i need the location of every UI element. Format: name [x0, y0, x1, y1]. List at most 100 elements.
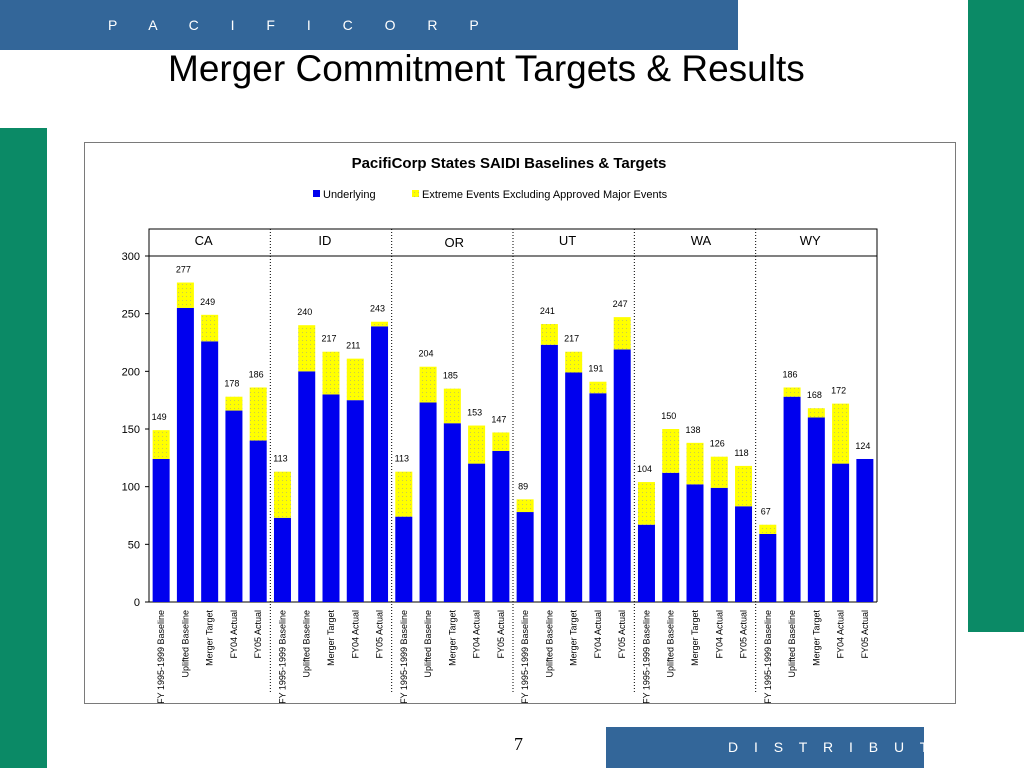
x-tick-label: Uplifted Baseline	[787, 610, 797, 678]
x-tick-label: FY 1995-1999 Baseline	[277, 610, 287, 703]
x-tick-label: FY04 Actual	[229, 610, 239, 659]
data-label: 241	[540, 306, 555, 316]
y-tick-label: 100	[122, 482, 140, 494]
y-tick-label: 0	[134, 597, 140, 609]
bar-underlying	[710, 487, 728, 602]
bar-extreme-events	[832, 403, 850, 464]
x-tick-label: Merger Target	[811, 610, 821, 666]
region-label-or: OR	[445, 235, 465, 250]
x-tick-label: FY05 Actual	[253, 610, 263, 659]
bar-underlying	[516, 512, 534, 602]
region-label-ca: CA	[195, 233, 213, 248]
x-tick-label: FY04 Actual	[836, 610, 846, 659]
bar-extreme-events	[273, 471, 291, 518]
bar-underlying	[249, 440, 267, 602]
x-tick-label: FY 1995-1999 Baseline	[156, 610, 166, 703]
bar-extreme-events	[516, 499, 534, 513]
bar-underlying	[492, 450, 510, 602]
bar-underlying	[662, 472, 680, 602]
data-label: 217	[321, 334, 336, 344]
data-label: 240	[297, 307, 312, 317]
bar-extreme-events	[613, 317, 631, 350]
right-accent-bar	[968, 0, 1024, 632]
bar-underlying	[807, 417, 825, 602]
page-number: 7	[514, 734, 523, 754]
data-label: 247	[613, 299, 628, 309]
data-label: 277	[176, 265, 191, 275]
bar-extreme-events	[346, 358, 364, 401]
bar-extreme-events	[322, 351, 340, 395]
x-tick-label: Uplifted Baseline	[666, 610, 676, 678]
bar-underlying	[322, 394, 340, 602]
data-label: 118	[734, 448, 748, 458]
data-label: 113	[273, 454, 287, 464]
bar-extreme-events	[783, 387, 801, 397]
x-tick-label: Uplifted Baseline	[302, 610, 312, 678]
bar-extreme-events	[735, 465, 753, 507]
data-label: 217	[564, 334, 579, 344]
bar-extreme-events	[468, 425, 486, 464]
bar-underlying	[468, 463, 486, 602]
data-label: 126	[710, 439, 725, 449]
x-tick-label: FY05 Actual	[496, 610, 506, 659]
bar-underlying	[419, 402, 437, 602]
bar-extreme-events	[492, 432, 510, 451]
bar-underlying	[565, 372, 583, 602]
bar-underlying	[686, 484, 704, 602]
region-label-ut: UT	[559, 233, 576, 248]
x-tick-label: FY 1995-1999 Baseline	[641, 610, 651, 703]
bar-extreme-events	[152, 430, 170, 459]
bar-underlying	[201, 341, 219, 602]
data-label: 113	[395, 454, 409, 464]
bar-underlying	[273, 517, 291, 602]
x-tick-label: FY 1995-1999 Baseline	[763, 610, 773, 703]
data-label: 138	[685, 425, 700, 435]
legend-label: Underlying	[323, 189, 376, 201]
saidi-chart: PacifiCorp States SAIDI Baselines & Targ…	[122, 155, 878, 703]
data-label: 204	[419, 349, 434, 359]
legend-swatch	[412, 190, 419, 197]
region-header-strip	[148, 228, 878, 257]
region-label-id: ID	[318, 233, 331, 248]
bar-underlying	[152, 458, 170, 602]
data-label: 124	[855, 441, 870, 451]
bar-extreme-events	[662, 429, 680, 473]
x-tick-label: FY04 Actual	[350, 610, 360, 659]
data-label: 150	[661, 411, 676, 421]
data-label: 191	[588, 364, 603, 374]
x-tick-label: FY04 Actual	[472, 610, 482, 659]
bar-extreme-events	[637, 482, 655, 525]
bar-extreme-events	[176, 282, 194, 308]
x-tick-label: FY05 Actual	[739, 610, 749, 659]
data-label: 153	[467, 408, 482, 418]
bar-underlying	[540, 344, 558, 602]
bar-underlying	[371, 326, 389, 602]
chart-title: PacifiCorp States SAIDI Baselines & Targ…	[352, 155, 667, 172]
footer-bar: D I S T R I B U T I O N	[606, 727, 1001, 768]
footer-label: D I S T R I B U T I O N	[728, 739, 1007, 755]
y-tick-label: 300	[122, 251, 140, 263]
bar-underlying	[783, 396, 801, 602]
data-label: 178	[224, 379, 239, 389]
region-label-wa: WA	[691, 233, 712, 248]
bar-underlying	[395, 516, 413, 602]
data-label: 243	[370, 304, 385, 314]
x-tick-label: FY05 Actual	[375, 610, 385, 659]
data-label: 67	[761, 507, 771, 517]
data-label: 211	[346, 341, 360, 351]
bar-extreme-events	[686, 442, 704, 485]
bar-underlying	[176, 307, 194, 602]
bar-underlying	[832, 463, 850, 602]
x-tick-label: Merger Target	[690, 610, 700, 666]
data-label: 168	[807, 390, 822, 400]
bar-extreme-events	[371, 321, 389, 327]
bar-extreme-events	[710, 456, 728, 488]
x-tick-label: Merger Target	[205, 610, 215, 666]
y-tick-label: 200	[122, 366, 140, 378]
x-tick-label: FY 1995-1999 Baseline	[520, 610, 530, 703]
bar-underlying	[735, 506, 753, 602]
bar-underlying	[225, 410, 243, 602]
data-label: 89	[518, 481, 528, 491]
x-tick-label: Merger Target	[326, 610, 336, 666]
x-tick-label: Uplifted Baseline	[423, 610, 433, 678]
